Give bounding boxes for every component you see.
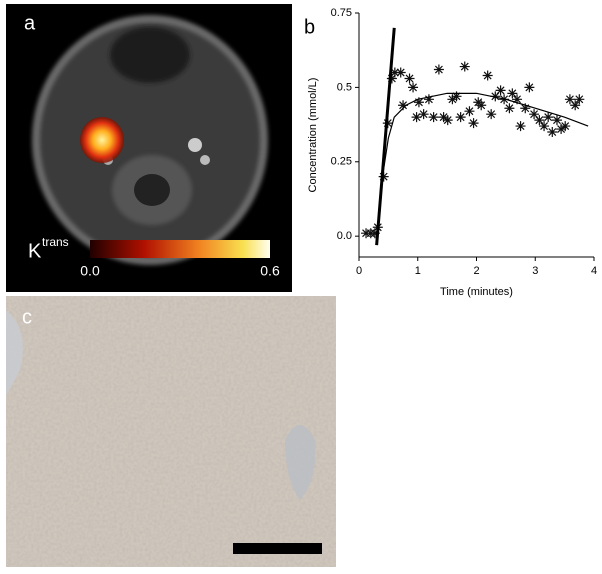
data-point: [551, 115, 562, 126]
panel-a: a K trans: [6, 4, 292, 292]
vessel: [200, 155, 210, 165]
data-point: [398, 100, 409, 111]
data-point: [543, 112, 554, 123]
tumor-overlay: [80, 117, 124, 163]
data-point: [476, 100, 487, 111]
colorbar-label-sup: trans: [42, 235, 69, 249]
vessel: [188, 138, 202, 152]
data-point: [404, 73, 415, 84]
data-point: [433, 64, 444, 75]
data-point: [495, 85, 506, 96]
histology-texture: [6, 296, 336, 567]
data-point: [556, 124, 567, 135]
x-tick-label: 3: [532, 265, 538, 277]
data-point: [438, 112, 449, 123]
data-point: [524, 82, 535, 93]
data-point: [413, 97, 424, 108]
colorbar-tick-label: 0.6: [260, 263, 280, 279]
data-point: [464, 106, 475, 117]
data-point: [507, 88, 518, 99]
data-point: [442, 115, 453, 126]
data-point: [490, 91, 501, 102]
data-point: [369, 228, 380, 239]
data-point: [547, 127, 558, 138]
x-tick-label: 2: [473, 265, 479, 277]
y-tick-label: 0.25: [331, 156, 352, 168]
colorbar-label: K: [28, 240, 42, 262]
panel-label: b: [304, 16, 315, 38]
data-point: [570, 100, 581, 111]
y-tick-label: 0.75: [331, 7, 352, 19]
data-point: [512, 94, 523, 105]
data-point: [428, 112, 439, 123]
data-point: [564, 94, 575, 105]
data-point: [459, 61, 470, 72]
data-point: [539, 121, 550, 132]
spinal-canal: [134, 174, 170, 206]
colorbar: [90, 240, 270, 258]
x-tick-label: 0: [356, 265, 362, 277]
data-point: [447, 94, 458, 105]
panel-label: c: [22, 306, 32, 328]
y-axis-title: Concentration (mmol/L): [307, 78, 319, 193]
data-point: [520, 103, 531, 114]
data-point: [423, 94, 434, 105]
colorbar-tick-label: 0.0: [80, 263, 100, 279]
data-point: [468, 118, 479, 129]
vessel-lumen: [285, 425, 316, 500]
data-point: [408, 82, 419, 93]
data-point: [386, 73, 397, 84]
stroma: [6, 310, 23, 395]
data-point: [395, 67, 406, 78]
y-tick-label: 0.5: [337, 81, 352, 93]
data-point: [451, 91, 462, 102]
x-axis-title: Time (minutes): [440, 286, 513, 298]
y-tick-label: 0.0: [337, 230, 352, 242]
data-point: [411, 112, 422, 123]
data-point: [529, 109, 540, 120]
airway: [110, 27, 190, 83]
data-point: [389, 67, 400, 78]
head-tissue: [40, 23, 260, 257]
scale-bar: [233, 543, 322, 554]
data-point: [560, 121, 571, 132]
data-point: [534, 115, 545, 126]
data-point: [574, 94, 585, 105]
data-point: [515, 121, 526, 132]
panel-c: c: [6, 296, 336, 567]
data-point: [504, 103, 515, 114]
data-point: [486, 109, 497, 120]
x-tick-label: 4: [591, 265, 597, 277]
data-point: [418, 109, 429, 120]
data-point: [482, 70, 493, 81]
data-point: [455, 112, 466, 123]
panel-label: a: [24, 12, 36, 34]
x-tick-label: 1: [415, 265, 421, 277]
fit-line: [376, 92, 589, 237]
